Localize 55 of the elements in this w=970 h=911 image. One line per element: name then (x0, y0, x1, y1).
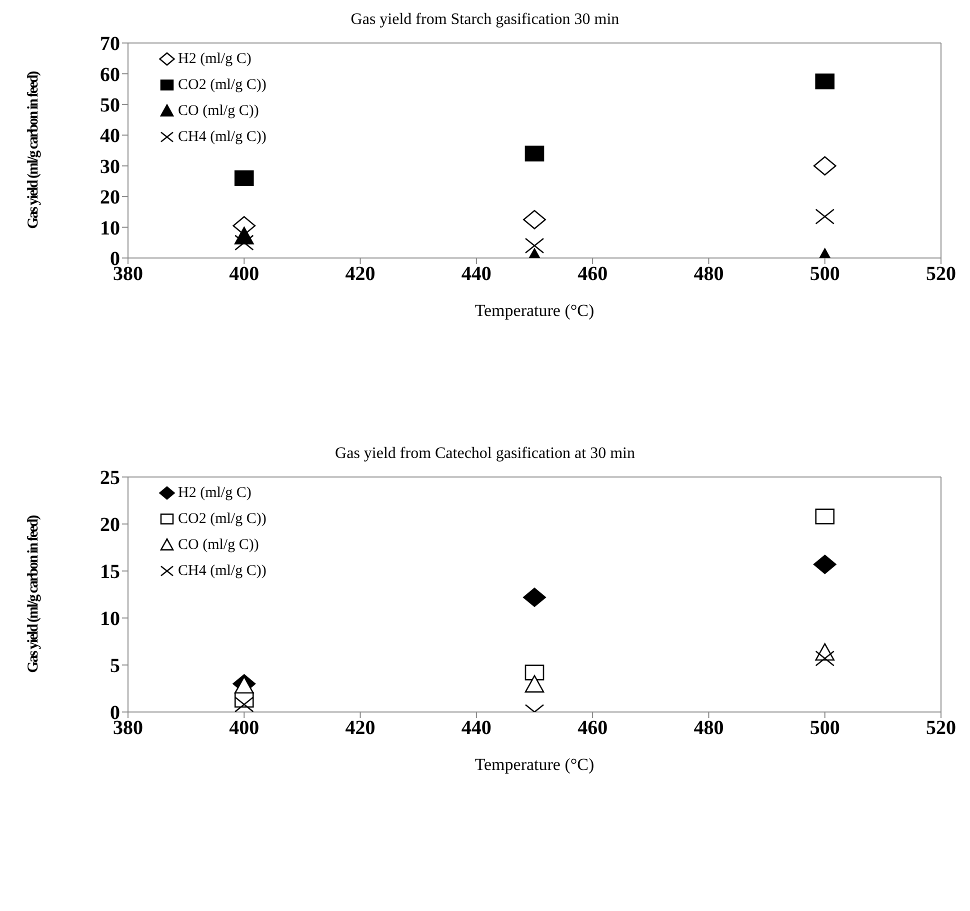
x-tick-label: 400 (229, 717, 260, 740)
point (813, 156, 836, 176)
x-tick-label: 420 (345, 263, 376, 286)
point (234, 696, 254, 712)
y-tick-label: 20 (100, 186, 120, 209)
y-tick-label: 30 (100, 156, 120, 178)
legend-label: CO2 (ml/g C)) (178, 510, 266, 528)
x-tick-label: 420 (345, 717, 376, 740)
point (815, 650, 835, 666)
x-axis-title: Temperature (°C) (474, 755, 594, 774)
legend-label: CO2 (ml/g C)) (178, 76, 266, 94)
chart-title: Gas yield from Starch gasification 30 min (350, 10, 620, 30)
x-tick-label: 440 (461, 263, 492, 286)
point (523, 210, 546, 230)
y-tick-label: 50 (100, 94, 120, 117)
legend-label: CO (ml/g C)) (178, 102, 259, 120)
y-tick-label: 20 (100, 514, 120, 536)
legend-label: H2 (ml/g C) (178, 50, 252, 68)
x-tick-label: 520 (926, 263, 956, 286)
point (815, 74, 835, 90)
point (524, 146, 544, 162)
point (813, 554, 836, 574)
y-tick-label: 60 (100, 64, 120, 86)
y-tick-label: 70 (100, 33, 120, 56)
x-tick-label: 480 (694, 717, 724, 740)
x-tick-label: 460 (578, 717, 608, 740)
x-tick-label: 440 (461, 717, 492, 740)
point (234, 170, 254, 186)
y-tick-label: 15 (100, 561, 120, 584)
x-tick-label: 500 (810, 717, 840, 740)
point (523, 588, 546, 607)
point (815, 508, 835, 524)
point (524, 238, 544, 254)
y-tick-label: 10 (100, 608, 120, 630)
y-axis-title: Gas yield (ml/g carbon in feed) (25, 514, 42, 673)
x-tick-label: 460 (578, 263, 608, 286)
legend-label: H2 (ml/g C) (178, 484, 252, 502)
point (524, 664, 544, 680)
point (524, 675, 544, 693)
x-tick-label: 500 (810, 263, 840, 286)
legend-label: CO (ml/g C)) (178, 536, 259, 554)
legend-label: CH4 (ml/g C)) (178, 128, 266, 146)
x-axis-title: Temperature (°C) (474, 301, 594, 320)
point (234, 234, 254, 250)
x-tick-label: 520 (926, 717, 956, 740)
y-tick-label: 5 (110, 655, 120, 678)
x-tick-label: 480 (694, 263, 724, 286)
y-axis-title: Gas yield (ml/g carbon in feed) (25, 70, 42, 229)
legend-label: CH4 (ml/g C)) (178, 562, 266, 580)
y-tick-label: 40 (100, 125, 120, 148)
chart-title: Gas yield from Catechol gasification at 30 min (334, 444, 636, 464)
y-tick-label: 25 (100, 467, 120, 490)
point (815, 208, 835, 224)
x-tick-label: 400 (229, 263, 260, 286)
y-tick-label: 10 (100, 217, 120, 240)
